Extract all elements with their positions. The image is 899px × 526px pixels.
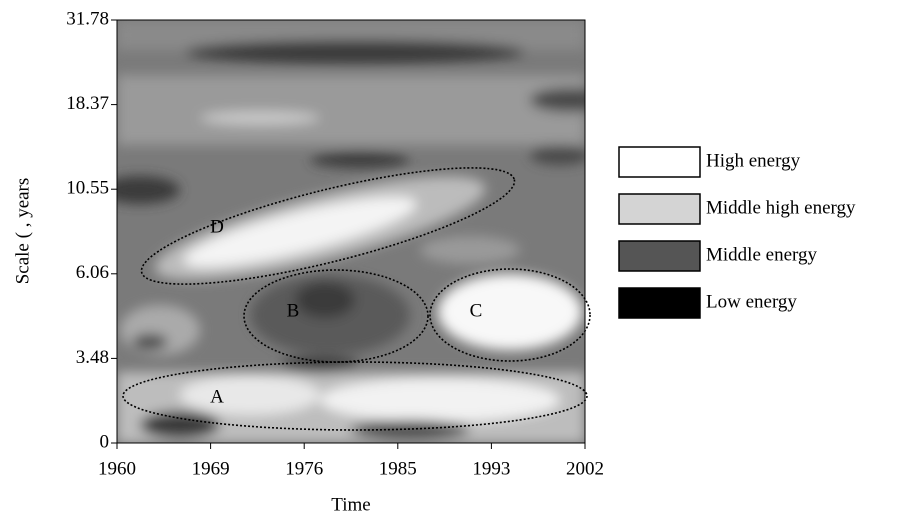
plot-frame <box>116 19 586 444</box>
annotation: C <box>470 300 483 321</box>
y-tick-label: 18.37 <box>66 93 109 114</box>
y-tick-label: 31.78 <box>66 8 109 29</box>
y-tick-label: 0 <box>100 431 110 452</box>
y-axis-label: Scale ( , years <box>12 178 33 285</box>
legend-label: Middle energy <box>706 244 817 265</box>
annotation: A <box>210 386 224 407</box>
legend-label: Middle high energy <box>706 197 856 218</box>
legend-swatch <box>618 240 701 272</box>
x-tick-label: 1969 <box>192 458 230 479</box>
legend-swatch <box>618 193 701 225</box>
x-tick-label: 1976 <box>285 458 323 479</box>
legend-label: High energy <box>706 150 801 171</box>
annotation: B <box>287 300 300 321</box>
annotation-ellipses <box>122 167 591 431</box>
legend-swatch <box>618 146 701 178</box>
x-axis-label: Time <box>331 494 370 515</box>
x-tick-label: 1993 <box>472 458 510 479</box>
x-tick-label: 1985 <box>379 458 417 479</box>
legend-label: Low energy <box>706 291 797 312</box>
y-tick-label: 10.55 <box>66 178 109 199</box>
annotation: D <box>210 216 224 237</box>
y-tick-label: 6.06 <box>76 262 109 283</box>
x-tick-label: 2002 <box>566 458 604 479</box>
y-tick-label: 3.48 <box>76 347 109 368</box>
legend-swatch <box>618 287 701 319</box>
x-tick-label: 1960 <box>98 458 136 479</box>
heatmap <box>117 20 585 443</box>
